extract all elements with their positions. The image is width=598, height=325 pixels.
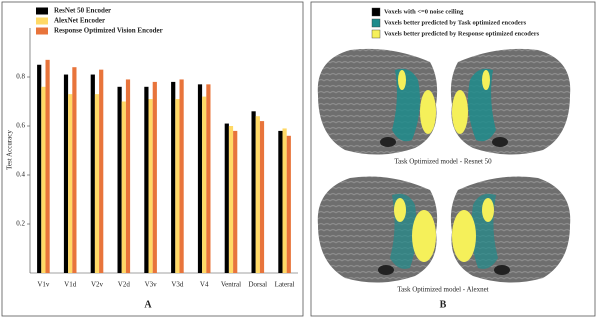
legend-label: Voxels better predicted by Response opti… xyxy=(384,30,540,37)
x-tick-label: V1d xyxy=(64,281,77,289)
bar xyxy=(179,79,184,273)
bar xyxy=(197,84,203,273)
bar xyxy=(45,59,50,273)
legend-label: ResNet 50 Encoder xyxy=(54,7,111,15)
bar xyxy=(175,99,180,273)
brain-images xyxy=(317,48,571,283)
y-tick-label: 0.6 xyxy=(16,122,25,130)
x-tick-label: Dorsal xyxy=(248,281,267,289)
panel-a-frame xyxy=(1,1,304,317)
bar xyxy=(233,130,238,273)
bar xyxy=(148,99,153,273)
x-tick-label: V3d xyxy=(171,281,184,289)
legend-swatch xyxy=(371,29,381,39)
brain-region xyxy=(392,68,420,142)
y-tick-label: 0.8 xyxy=(16,73,25,81)
bar xyxy=(41,86,46,273)
bar xyxy=(72,67,77,273)
brain-region xyxy=(482,198,494,222)
panel-label: A xyxy=(144,299,152,310)
bar xyxy=(117,86,122,273)
legend-swatch xyxy=(371,18,381,28)
brain-top xyxy=(317,48,571,155)
bar xyxy=(121,101,126,273)
legend-swatch xyxy=(36,7,48,15)
bar xyxy=(228,126,234,273)
panel-b-frame xyxy=(310,1,596,317)
bar xyxy=(125,79,131,273)
bar xyxy=(90,74,95,273)
brain-region xyxy=(452,90,468,134)
caption: Task Optimized model - Alexnet xyxy=(397,286,488,294)
brain-region xyxy=(420,90,436,134)
legend-swatch xyxy=(36,17,48,25)
brain-region xyxy=(494,265,510,275)
bar xyxy=(282,128,287,273)
x-tick-label: Lateral xyxy=(275,281,295,289)
legend-label: Response Optimized Vision Encoder xyxy=(54,27,163,35)
bar xyxy=(278,130,283,273)
x-tick-label: V4 xyxy=(200,281,209,289)
bar xyxy=(99,69,104,274)
legend-label: Voxels better predicted by Task optimize… xyxy=(384,19,527,26)
legend-label: Voxels with <=0 noise ceiling xyxy=(384,8,464,15)
brain-region xyxy=(482,70,490,90)
brain-region xyxy=(378,265,394,275)
legend-swatch xyxy=(371,7,381,17)
brain-region xyxy=(412,210,436,262)
bar xyxy=(224,123,229,273)
bar xyxy=(251,111,256,273)
bar xyxy=(37,64,42,273)
y-tick-label: 0.2 xyxy=(16,220,25,228)
panel-label: B xyxy=(440,299,447,310)
bar xyxy=(259,121,265,273)
bar xyxy=(171,81,176,274)
x-tick-label: V2d xyxy=(118,281,131,289)
y-tick-label: 0.4 xyxy=(16,171,25,179)
brain-region xyxy=(380,137,396,147)
brain-region xyxy=(492,137,508,147)
bar xyxy=(94,94,100,274)
bar xyxy=(152,81,157,274)
legend-label: AlexNet Encoder xyxy=(54,17,105,25)
caption: Task Optimized model - Resnet 50 xyxy=(394,158,492,166)
brain-region xyxy=(394,198,406,222)
brain-region xyxy=(452,210,476,262)
x-tick-label: V3v xyxy=(145,281,158,289)
bar xyxy=(286,135,291,273)
bar xyxy=(68,94,73,274)
bar xyxy=(63,74,69,273)
x-tick-label: V2v xyxy=(91,281,104,289)
x-tick-label: Ventral xyxy=(221,281,241,289)
y-axis-label: Test Accuracy xyxy=(6,130,14,170)
bar xyxy=(144,86,149,273)
bar xyxy=(206,84,211,273)
x-tick-label: V1v xyxy=(37,281,50,289)
brain-region xyxy=(468,68,496,142)
brain-region xyxy=(398,70,406,90)
bar xyxy=(255,116,260,273)
legend-swatch xyxy=(36,27,48,35)
bar xyxy=(202,96,207,273)
brain-bottom xyxy=(317,176,571,283)
